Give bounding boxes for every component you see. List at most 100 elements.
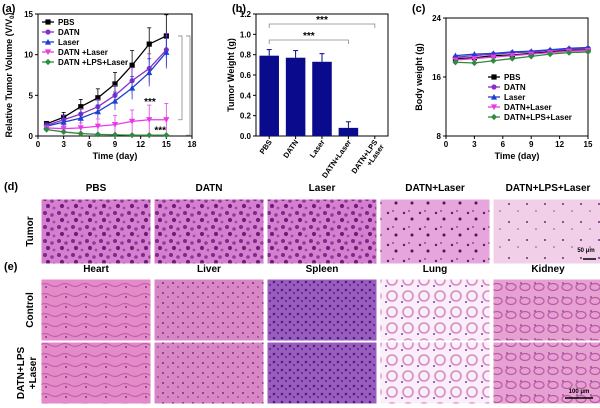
y-axis-label: Relative Tumor Volume (V/V0) <box>4 12 16 137</box>
panel-label-c: (c) <box>412 3 426 15</box>
y-axis-label-subscript: 0 <box>10 15 16 19</box>
histology-tumor: PBS DATN Laser DATN+Laser DATN+LPS+Laser Tumo… <box>25 183 600 265</box>
series-line <box>455 49 589 61</box>
column-header: Laser <box>309 183 336 194</box>
row-label: Tumor <box>25 216 36 246</box>
data-point <box>471 59 478 67</box>
panel-label-a: (a) <box>2 3 16 15</box>
series-datn-lps-laser <box>43 126 170 139</box>
x-tick-label: 12 <box>136 140 145 149</box>
data-point <box>163 132 170 139</box>
column-header: Lung <box>423 264 447 275</box>
legend-entry: Laser <box>58 38 79 47</box>
x-tick-label: DATN <box>281 138 300 160</box>
data-point <box>146 41 152 47</box>
sig-label: *** <box>154 126 166 137</box>
tissue-image <box>40 341 152 405</box>
data-point <box>94 108 101 115</box>
column-header: DATN+LPS+Laser <box>506 183 591 194</box>
y-tick-label: 10 <box>24 51 33 60</box>
data-point <box>129 118 136 125</box>
x-tick-label: 0 <box>36 140 41 149</box>
legend-entry: DATN+Laser <box>504 103 552 112</box>
y-tick-label: 15 <box>24 10 33 19</box>
y-tick-label: 0.8 <box>240 51 252 60</box>
tissue-image <box>266 198 378 265</box>
row-label-line: DATN+LPS <box>16 347 27 400</box>
data-point <box>77 125 84 131</box>
tissue-image <box>153 198 265 265</box>
tissue-image <box>379 278 491 342</box>
data-point <box>95 95 101 101</box>
data-point <box>565 49 573 56</box>
data-point <box>471 55 478 62</box>
legend-entry: DATN <box>58 28 80 37</box>
legend-marker <box>44 58 52 66</box>
legend-entry: DATN <box>504 83 526 92</box>
legend-marker <box>490 113 498 121</box>
data-point <box>528 53 535 60</box>
data-point <box>77 130 84 137</box>
data-point <box>471 51 478 57</box>
histology-organs: Heart Liver Spleen Lung Kidney Control DATN+LP… <box>16 264 600 405</box>
column-header: Spleen <box>306 264 339 275</box>
x-tick-label: DATN+LPS+Laser <box>350 138 386 180</box>
legend-marker <box>490 93 498 100</box>
data-point <box>490 54 497 61</box>
data-point <box>78 104 84 110</box>
data-point <box>452 59 459 66</box>
data-point <box>94 123 101 130</box>
y-tick-label: 0.4 <box>240 91 252 100</box>
row-label-line: +Laser <box>28 357 39 390</box>
series-line <box>455 51 589 64</box>
x-tick-label: 15 <box>162 140 171 149</box>
y-tick-label: 0.0 <box>240 132 252 141</box>
tissue-image <box>153 341 265 405</box>
data-point <box>77 115 84 121</box>
x-tick-label: 6 <box>501 140 506 149</box>
bar <box>259 55 279 136</box>
panel-label-e: (e) <box>4 261 18 273</box>
panel-label-d: (d) <box>4 181 18 193</box>
x-tick-label: 3 <box>472 140 477 149</box>
row-label-line: Control <box>25 292 36 328</box>
y-tick-label: 1.0 <box>240 30 252 39</box>
column-header: PBS <box>86 183 107 194</box>
tissue-image <box>40 278 152 342</box>
series-datn-lps-laser <box>452 48 592 67</box>
tissue-image <box>492 341 600 405</box>
data-point <box>129 132 136 139</box>
y-tick-label: 0 <box>29 132 34 141</box>
sig-bracket <box>186 35 191 136</box>
x-tick-label: 18 <box>188 140 197 149</box>
sig-label: *** <box>303 31 315 42</box>
y-axis-label-close: ) <box>4 12 14 15</box>
legend-entry: DATN +LPS+Laser <box>58 58 128 67</box>
data-point <box>509 55 516 62</box>
data-point <box>112 81 118 87</box>
chart-b: 0.0 0.2 0.4 0.6 0.8 1.0 1.2 Tumor Weight (g) PBS… <box>226 10 389 180</box>
y-tick-label: 0.6 <box>240 71 252 80</box>
bar <box>338 127 359 136</box>
series-line <box>46 35 167 125</box>
x-tick-label-line: PBS <box>258 138 274 156</box>
y-tick-label: 5 <box>29 91 34 100</box>
series-laser <box>43 35 170 129</box>
chart-c: 0 3 6 9 12 15 8 16 24 Time (day) Body weight (g) PB… <box>414 14 593 161</box>
legend-entry: PBS <box>504 73 521 82</box>
tissue-image <box>153 278 265 342</box>
x-tick-label: PBS <box>258 138 274 156</box>
panel-label-b: (b) <box>232 3 246 15</box>
row-label: DATN+LPS+Laser <box>16 347 39 400</box>
sig-label: *** <box>144 97 156 108</box>
data-point <box>129 84 136 91</box>
series-datn-laser <box>43 103 170 136</box>
legend-marker <box>44 38 52 45</box>
legend-marker <box>491 74 497 80</box>
sig-bracket <box>268 39 349 44</box>
data-point <box>452 52 459 59</box>
tissue-image <box>379 198 491 265</box>
data-point <box>94 131 101 138</box>
data-point <box>43 126 50 133</box>
